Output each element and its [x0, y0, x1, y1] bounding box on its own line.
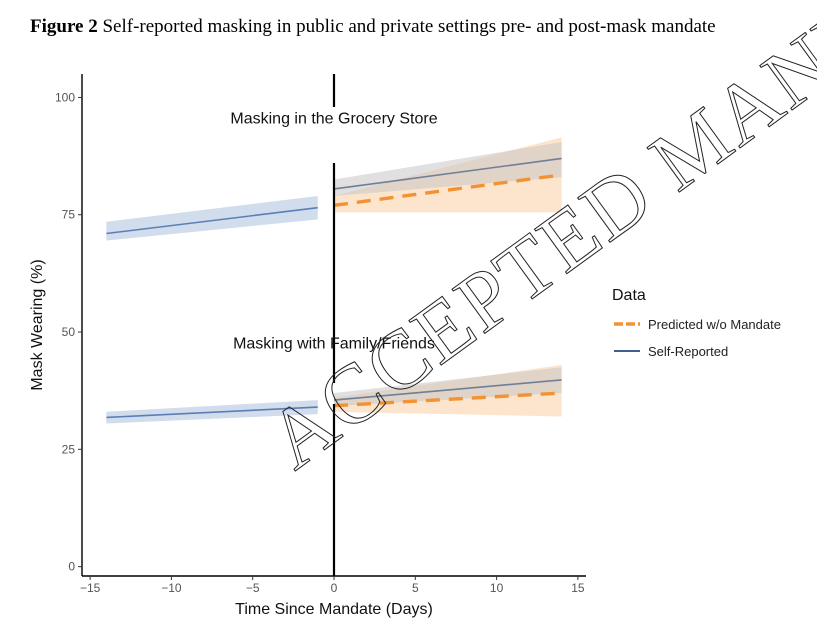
legend-title: Data: [612, 287, 646, 304]
panel-label-family: Masking with Family/Friends: [233, 335, 435, 352]
self-reported-post-band-grocery: [334, 142, 562, 196]
predicted-line-grocery: [333, 173, 562, 208]
x-tick-label: 0: [331, 581, 338, 595]
figure-caption: Figure 2 Self-reported masking in public…: [30, 16, 716, 38]
x-tick-label: 10: [490, 581, 504, 595]
predicted-line-family: [333, 391, 562, 408]
legend-label-predicted: Predicted w/o Mandate: [648, 317, 781, 332]
axis-ticks: 0 25 50 75 100 −15 −10 −5 0 5 10 15: [55, 90, 585, 595]
y-tick-label: 75: [62, 208, 76, 222]
y-tick-label: 50: [62, 325, 76, 339]
figure-caption-text: Self-reported masking in public and priv…: [102, 16, 716, 37]
self-reported-pre-line-grocery: [106, 206, 318, 235]
x-axis-label: Time Since Mandate (Days): [235, 601, 433, 618]
y-axis-label: Mask Wearing (%): [29, 259, 46, 390]
y-tick-label: 0: [68, 560, 75, 574]
x-tick-label: 5: [412, 581, 419, 595]
y-tick-label: 25: [62, 442, 76, 456]
self-reported-post-line-grocery: [333, 157, 562, 190]
x-tick-label: −5: [246, 581, 260, 595]
x-tick-label: −15: [80, 581, 101, 595]
self-reported-pre-line-family: [106, 406, 318, 419]
y-tick-label: 100: [55, 90, 75, 104]
self-reported-post-line-family: [333, 379, 562, 401]
legend: Data Predicted w/o Mandate Self-Reported: [612, 287, 781, 359]
legend-label-self-reported: Self-Reported: [648, 344, 728, 359]
x-tick-label: −10: [161, 581, 182, 595]
self-reported-pre-band-grocery: [106, 195, 318, 241]
self-reported-post-band-family: [334, 367, 562, 407]
confidence-bands: [106, 137, 562, 424]
panel-label-grocery: Masking in the Grocery Store: [230, 110, 437, 127]
x-tick-label: 15: [571, 581, 585, 595]
figure-label: Figure 2: [30, 16, 98, 37]
panel-labels: Masking in the Grocery Store Masking with…: [230, 110, 437, 352]
series-lines: [106, 157, 562, 419]
